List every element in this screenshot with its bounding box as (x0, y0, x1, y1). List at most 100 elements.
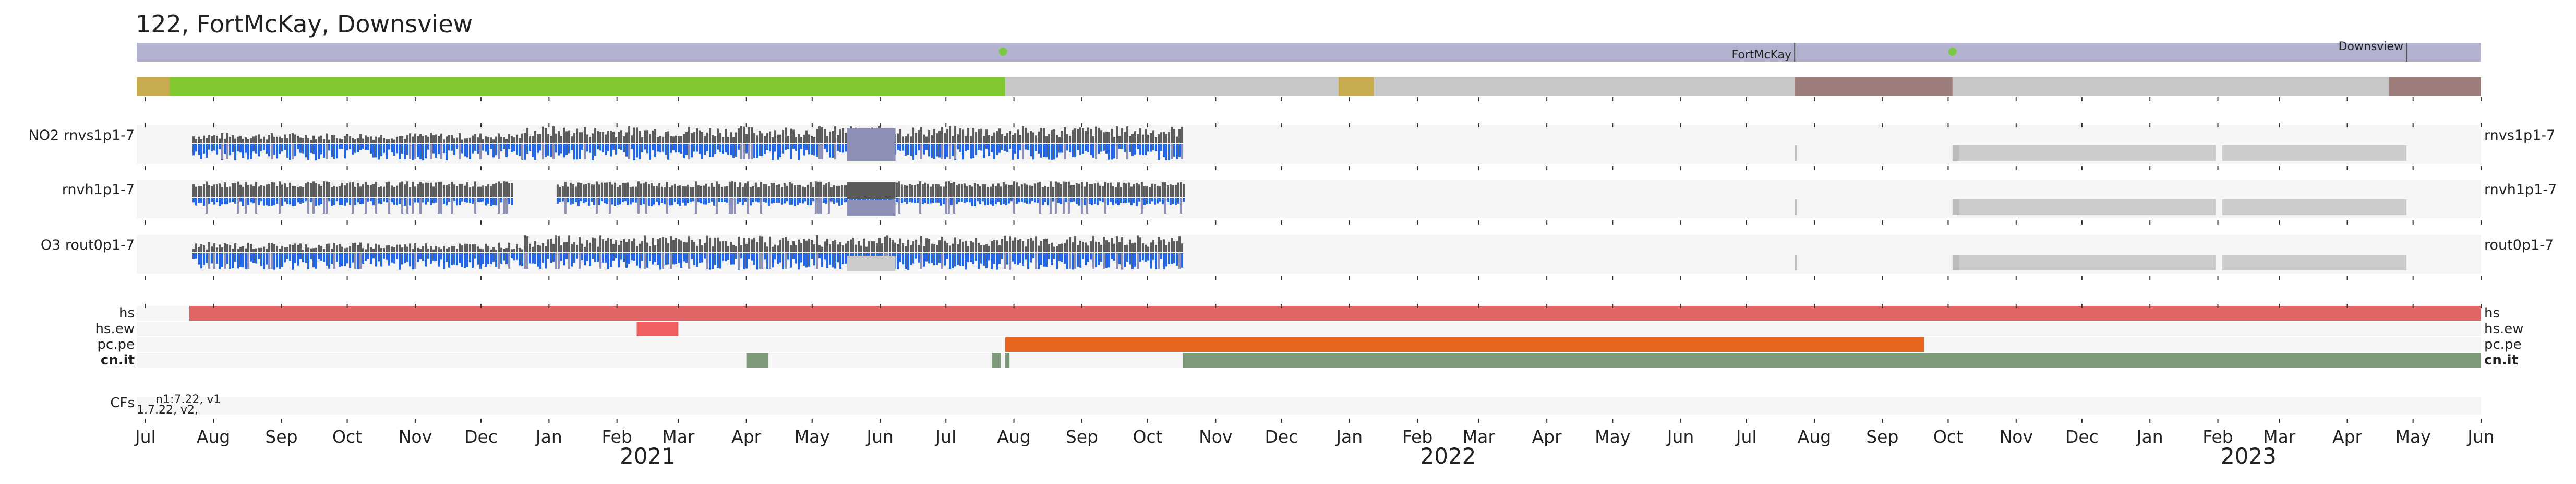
data-bar-grey (850, 239, 852, 252)
data-bar-blue (226, 198, 229, 205)
data-bar-blue (508, 144, 511, 149)
data-bar-grey (812, 186, 814, 197)
data-bar-grey (938, 240, 941, 252)
data-bar-grey (992, 183, 994, 197)
data-bar-grey (1082, 128, 1085, 143)
data-bar-grey (808, 238, 811, 252)
data-bar-grey (555, 235, 558, 252)
data-bar-blue (200, 144, 203, 159)
data-bar-grey (396, 185, 399, 197)
data-bar-blue (615, 144, 618, 155)
data-bar-purple (688, 144, 691, 159)
data-bar-grey (777, 245, 779, 252)
data-bar-blue (793, 198, 796, 206)
data-bar-grey (495, 249, 498, 252)
data-bar-blue (824, 144, 826, 149)
data-bar-grey (743, 238, 745, 252)
data-bar-blue (719, 144, 722, 152)
data-bar-grey (427, 183, 430, 197)
data-bar-grey (675, 238, 678, 252)
data-bar-grey (279, 249, 281, 252)
data-bar-blue (959, 253, 962, 266)
data-bar-blue (856, 198, 859, 202)
data-bar-blue (785, 144, 787, 150)
data-bar-blue (706, 144, 709, 151)
data-bar-blue (435, 198, 438, 203)
data-bar-grey (926, 183, 929, 197)
data-bar-blue (336, 198, 339, 202)
data-bar-purple (1080, 198, 1083, 214)
data-bar-grey (740, 126, 743, 143)
data-bar-grey (597, 131, 599, 143)
data-bar-blue (955, 198, 958, 204)
flag-segment (746, 353, 768, 368)
data-bar-grey (628, 126, 631, 143)
data-bar-purple (312, 198, 315, 214)
data-bar-grey (1095, 126, 1098, 143)
data-bar-blue (299, 198, 302, 204)
data-bar-grey (774, 130, 777, 143)
data-bar-grey (747, 181, 749, 197)
data-bar-blue (928, 253, 931, 264)
data-bar-grey (741, 187, 744, 197)
data-bar-grey (247, 139, 250, 143)
data-bar-blue (286, 253, 289, 259)
data-bar-blue (1111, 144, 1113, 160)
x-tick-label: Nov (2000, 427, 2033, 447)
data-bar-blue (610, 144, 612, 157)
data-bar-grey (756, 135, 759, 143)
data-bar-grey (1131, 134, 1134, 143)
data-bar-grey (967, 128, 970, 143)
data-bar-grey (354, 186, 357, 197)
data-bar-blue (680, 253, 683, 268)
data-bar-grey (780, 187, 783, 197)
data-bar-blue (907, 144, 910, 155)
data-bar-blue (772, 144, 774, 160)
data-bar-grey (581, 132, 584, 143)
data-bar-purple (568, 253, 571, 269)
data-bar-blue (621, 198, 624, 202)
data-bar-blue (1139, 144, 1142, 155)
data-bar-grey (532, 136, 534, 143)
data-bar-blue (722, 253, 725, 261)
data-bar-grey (1126, 126, 1129, 143)
data-bar-grey (949, 126, 952, 143)
data-bar-grey (581, 243, 584, 252)
data-bar-blue (1073, 198, 1075, 202)
data-bar-grey (934, 184, 937, 197)
cfs-label: CFs (110, 395, 135, 411)
data-bar-blue (993, 144, 996, 159)
data-bar-blue (644, 144, 646, 150)
data-bar-blue (1027, 253, 1030, 269)
data-bar-blue (482, 253, 485, 264)
data-bar-grey (975, 132, 978, 143)
data-bar-purple (694, 198, 697, 214)
data-bar-blue (331, 253, 333, 264)
data-bar-grey (524, 235, 526, 252)
data-bar-grey (224, 243, 226, 252)
data-bar-blue (665, 144, 667, 155)
data-bar-grey (292, 133, 294, 143)
data-bar-purple (1067, 198, 1070, 214)
data-bar-blue (618, 144, 620, 149)
data-bar-blue (336, 253, 339, 262)
data-bar-grey (1106, 183, 1109, 197)
data-bar-blue (1078, 198, 1080, 206)
data-bar-blue (448, 253, 451, 268)
data-bar-grey (1135, 183, 1138, 197)
data-bar-grey (958, 183, 960, 197)
data-bar-blue (597, 253, 599, 262)
data-bar-blue (446, 144, 448, 160)
data-bar-blue (839, 253, 842, 269)
x-tick-label: Jan (535, 427, 562, 447)
data-bar-grey (560, 245, 563, 252)
data-bar-grey (440, 181, 443, 197)
data-bar-grey (769, 236, 772, 252)
x-tick-label: Nov (399, 427, 432, 447)
data-bar-blue (534, 144, 537, 160)
data-bar-blue (639, 144, 641, 160)
data-bar-blue (606, 198, 608, 204)
data-bar-blue (712, 144, 714, 158)
data-bar-grey (1103, 132, 1105, 143)
data-bar-grey (653, 186, 655, 197)
